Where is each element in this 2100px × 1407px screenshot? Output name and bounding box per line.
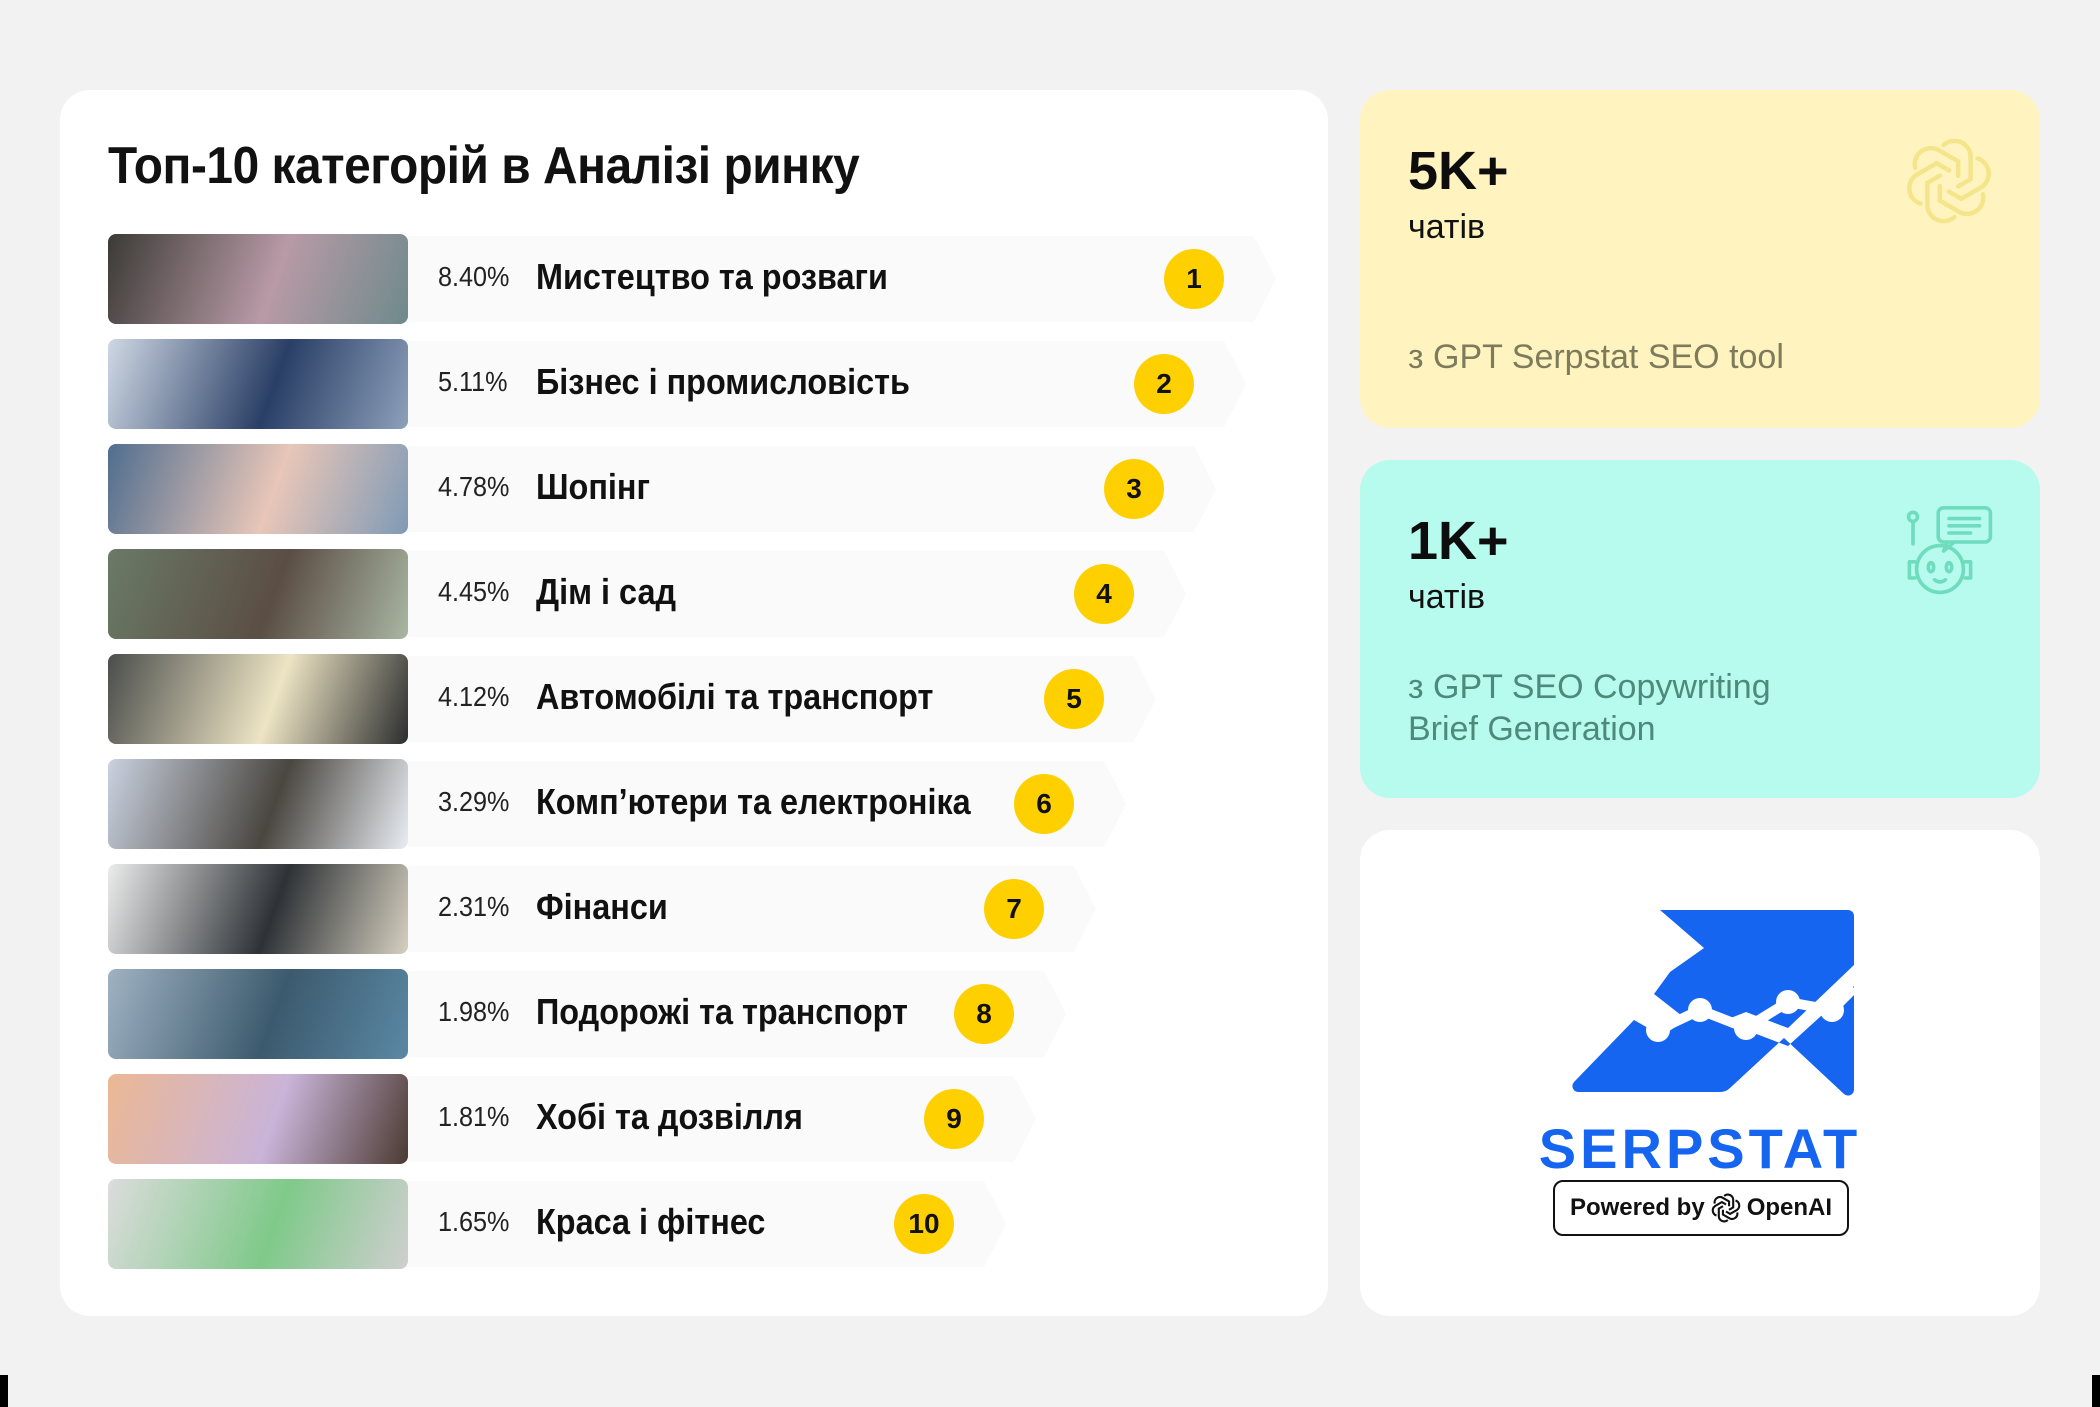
- rank-badge: 4: [1074, 564, 1134, 624]
- category-percent: 1.65%: [438, 1206, 510, 1237]
- category-bar: [408, 866, 1096, 952]
- category-percent: 8.40%: [438, 261, 510, 292]
- stat-unit: чатів: [1408, 578, 1486, 616]
- business-documents-photo: [108, 339, 408, 429]
- stat-value: 1K+: [1408, 511, 1509, 571]
- category-percent: 1.98%: [438, 996, 510, 1027]
- stat-description: з GPT Serpstat SEO tool: [1408, 338, 1784, 376]
- category-label: Хобі та дозвілля: [536, 1096, 803, 1137]
- category-percent: 2.31%: [438, 891, 510, 922]
- category-bar: [408, 341, 1246, 427]
- stat-card-gpt-serpstat: 5K+ чатів з GPT Serpstat SEO tool: [1360, 90, 2040, 428]
- stat-value: 5K+: [1408, 141, 1509, 201]
- artist-painting-photo: [108, 234, 408, 324]
- travel-photo: [108, 969, 408, 1059]
- finance-calculator-photo: [108, 864, 408, 954]
- category-bar: [408, 656, 1156, 742]
- top-categories-card: Топ-10 категорій в Аналізі ринку 8.40% М…: [60, 90, 1328, 1316]
- powered-by-openai-badge: Powered by OpenAI: [1553, 1180, 1849, 1236]
- category-label: Автомобілі та транспорт: [536, 676, 934, 717]
- serpstat-wordmark: SERPSTAT: [1538, 1117, 1862, 1180]
- garden-plants-photo: [108, 549, 408, 639]
- rank-badge: 6: [1014, 774, 1074, 834]
- category-label: Подорожі та транспорт: [536, 991, 908, 1032]
- rank-badge: 2: [1134, 354, 1194, 414]
- category-percent: 4.45%: [438, 576, 510, 607]
- category-bar: [408, 446, 1216, 532]
- powered-by-text: Powered by: [1569, 1194, 1705, 1221]
- category-percent: 4.12%: [438, 681, 510, 712]
- category-label: Краса і фітнес: [536, 1201, 766, 1242]
- rank-badge: 7: [984, 879, 1044, 939]
- computers-photo: [108, 759, 408, 849]
- category-bar: [408, 761, 1126, 847]
- category-bar: [408, 551, 1186, 637]
- category-bar: [408, 236, 1276, 322]
- robot-chat-icon: [1906, 506, 1993, 595]
- rank-badge: 5: [1044, 669, 1104, 729]
- category-label: Фінанси: [536, 886, 668, 927]
- openai-logo-icon: [1711, 1193, 1740, 1223]
- card-title: Топ-10 категорій в Аналізі ринку: [108, 137, 860, 195]
- category-percent: 5.11%: [438, 366, 508, 397]
- rank-badge: 3: [1104, 459, 1164, 519]
- shopping-bags-photo: [108, 444, 408, 534]
- category-percent: 1.81%: [438, 1101, 510, 1132]
- serpstat-logo-card: SERPSTAT Powered by OpenAI: [1360, 830, 2040, 1316]
- hobby-headphones-photo: [108, 1074, 408, 1164]
- serpstat-logo-icon: [1572, 910, 1854, 1096]
- fitness-dumbbells-photo: [108, 1179, 408, 1269]
- rank-badge: 10: [894, 1194, 954, 1254]
- category-label: Комп’ютери та електроніка: [536, 781, 971, 822]
- stat-description: з GPT SEO Copywriting Brief Generation: [1408, 668, 1771, 748]
- corner-mark-right: [2092, 1375, 2100, 1407]
- rank-badge: 8: [954, 984, 1014, 1044]
- category-label: Шопінг: [536, 466, 650, 507]
- category-percent: 3.29%: [438, 786, 510, 817]
- category-label: Бізнес і промисловість: [536, 361, 910, 402]
- category-percent: 4.78%: [438, 471, 510, 502]
- corner-mark-left: [0, 1375, 8, 1407]
- category-label: Дім і сад: [536, 571, 677, 612]
- rank-badge: 1: [1164, 249, 1224, 309]
- category-label: Мистецтво та розваги: [536, 256, 888, 297]
- rank-badge: 9: [924, 1089, 984, 1149]
- stat-unit: чатів: [1408, 208, 1486, 246]
- openai-text: OpenAI: [1746, 1194, 1833, 1221]
- openai-icon: [1907, 138, 1991, 224]
- stat-card-gpt-copywriting: 1K+ чатів з GPT SEO Copywriting Brief Ge…: [1360, 460, 2040, 798]
- car-photo: [108, 654, 408, 744]
